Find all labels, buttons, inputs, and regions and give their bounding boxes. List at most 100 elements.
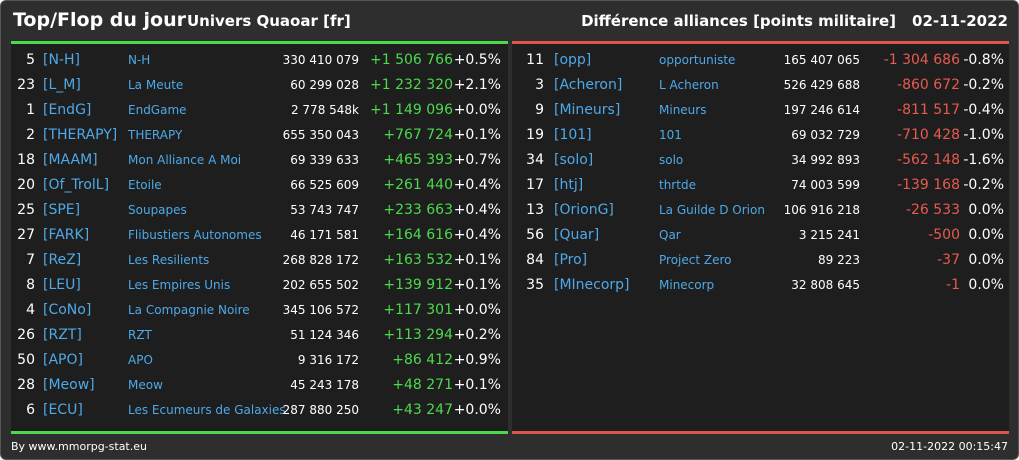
alliance-points: 2 778 548k [290,103,359,117]
alliance-tag-link[interactable]: [Of_TrolL] [43,177,110,193]
top-row: 7 [ReZ] Les Resilients 268 828 172 +163 532 +… [11,248,508,273]
alliance-name-link[interactable]: Qar [659,228,681,242]
alliance-rank: 20 [17,177,35,193]
alliance-tag-link[interactable]: [opp] [554,52,592,68]
flop-row: 11 [opp] opportuniste 165 407 065 -1 304 686… [512,48,1009,73]
alliance-name-link[interactable]: Etoile [128,178,162,192]
alliance-tag-link[interactable]: [101] [554,127,592,143]
top-bottom-bar [11,431,508,434]
alliance-name-link[interactable]: Les Empires Unis [128,278,231,292]
alliance-tag-link[interactable]: [MInecorp] [554,277,630,293]
alliance-name-link[interactable]: Soupapes [128,203,187,217]
alliance-name-link[interactable]: Les Ecumeurs de Galaxies [128,403,286,417]
alliance-name-link[interactable]: solo [659,153,684,167]
alliance-name-link[interactable]: Meow [128,378,163,392]
points-difference: -710 428 [897,127,960,143]
alliance-tag-link[interactable]: [MAAM] [43,152,98,168]
points-difference: +1 232 320 [370,77,453,93]
alliance-tag-link[interactable]: [htj] [554,177,584,193]
alliance-name-link[interactable]: Minecorp [659,278,715,292]
top-accent-bar [11,41,508,44]
alliance-name-link[interactable]: Les Resilients [128,253,210,267]
alliance-rank: 18 [17,152,35,168]
alliance-name-link[interactable]: La Guilde D Orion [659,203,765,217]
alliance-name-link[interactable]: Mineurs [659,103,707,117]
alliance-rank: 11 [526,52,544,68]
alliance-tag-link[interactable]: [EndG] [43,102,92,118]
alliance-name-link[interactable]: Mon Alliance A Moi [128,153,242,167]
alliance-name-link[interactable]: La Compagnie Noire [128,303,250,317]
percent-change: +0.1% [453,252,501,268]
alliance-points: 69 339 633 [290,153,359,167]
alliance-rank: 7 [26,252,35,268]
top-row: 26 [RZT] RZT 51 124 346 +113 294 +0.2% [11,323,508,348]
alliance-tag-link[interactable]: [ReZ] [43,252,82,268]
alliance-tag-link[interactable]: [solo] [554,152,594,168]
alliance-tag-link[interactable]: [CoNo] [43,302,92,318]
points-difference: -860 672 [897,77,960,93]
alliance-rank: 2 [26,127,35,143]
alliance-tag-link[interactable]: [Pro] [554,252,588,268]
alliance-tag-link[interactable]: [Meow] [43,377,95,393]
percent-change: +0.2% [453,327,501,343]
alliance-tag-link[interactable]: [RZT] [43,327,82,343]
points-difference: +1 506 766 [370,52,453,68]
alliance-tag-link[interactable]: [ECU] [43,402,83,418]
alliance-rank: 19 [526,127,544,143]
points-difference: +117 301 [383,302,453,318]
alliance-points: 32 808 645 [791,278,860,292]
percent-change: -1.0% [963,127,1004,143]
percent-change: +0.9% [453,352,501,368]
alliance-tag-link[interactable]: [APO] [43,352,83,368]
points-difference: -139 168 [897,177,960,193]
percent-change: -0.2% [963,77,1004,93]
alliance-name-link[interactable]: EndGame [128,103,187,117]
percent-change: -0.8% [963,52,1004,68]
flop-row: 9 [Mineurs] Mineurs 197 246 614 -811 517 -0.4… [512,98,1009,123]
alliance-tag-link[interactable]: [SPE] [43,202,81,218]
points-difference: +233 663 [383,202,453,218]
alliance-name-link[interactable]: N-H [128,53,151,67]
points-difference: +48 271 [392,377,453,393]
alliance-name-link[interactable]: APO [128,353,153,367]
alliance-rank: 1 [26,102,35,118]
alliance-tag-link[interactable]: [Mineurs] [554,102,621,118]
alliance-rank: 17 [526,177,544,193]
flop-accent-bar [512,41,1009,44]
percent-change: +0.1% [453,127,501,143]
alliance-points: 51 124 346 [290,328,359,342]
alliance-rank: 6 [26,402,35,418]
alliance-tag-link[interactable]: [THERAPY] [43,127,118,143]
alliance-name-link[interactable]: La Meute [128,78,184,92]
alliance-tag-link[interactable]: [Quar] [554,227,600,243]
alliance-tag-link[interactable]: [N-H] [43,52,80,68]
alliance-name-link[interactable]: L Acheron [659,78,719,92]
alliance-tag-link[interactable]: [Acheron] [554,77,623,93]
alliance-rank: 5 [26,52,35,68]
points-difference: +43 247 [392,402,453,418]
alliance-rank: 4 [26,302,35,318]
alliance-name-link[interactable]: THERAPY [128,128,183,142]
top-row: 50 [APO] APO 9 316 172 +86 412 +0.9% [11,348,508,373]
points-difference: +164 616 [383,227,453,243]
top-row: 27 [FARK] Flibustiers Autonomes 46 171 581 +… [11,223,508,248]
flop-row: 84 [Pro] Project Zero 89 223 -37 0.0% [512,248,1009,273]
alliance-name-link[interactable]: RZT [128,328,152,342]
points-difference: -811 517 [897,102,960,118]
alliance-name-link[interactable]: Project Zero [659,253,732,267]
flop-row: 3 [Acheron] L Acheron 526 429 688 -860 672 -0… [512,73,1009,98]
source-credit: By www.mmorpg-stat.eu [11,440,147,453]
alliance-tag-link[interactable]: [L_M] [43,77,81,93]
alliance-name-link[interactable]: thrtde [659,178,696,192]
top-losers-panel: 11 [opp] opportuniste 165 407 065 -1 304 686… [512,44,1009,431]
flop-row: 17 [htj] thrtde 74 003 599 -139 168 -0.2% [512,173,1009,198]
alliance-name-link[interactable]: 101 [659,128,682,142]
top-gainers-panel: 5 [N-H] N-H 330 410 079 +1 506 766 +0.5% 23 [L_… [11,44,508,431]
alliance-tag-link[interactable]: [OrionG] [554,202,614,218]
alliance-name-link[interactable]: opportuniste [659,53,736,67]
alliance-tag-link[interactable]: [FARK] [43,227,90,243]
alliance-tag-link[interactable]: [LEU] [43,277,81,293]
points-difference: -37 [937,252,960,268]
alliance-name-link[interactable]: Flibustiers Autonomes [128,228,262,242]
